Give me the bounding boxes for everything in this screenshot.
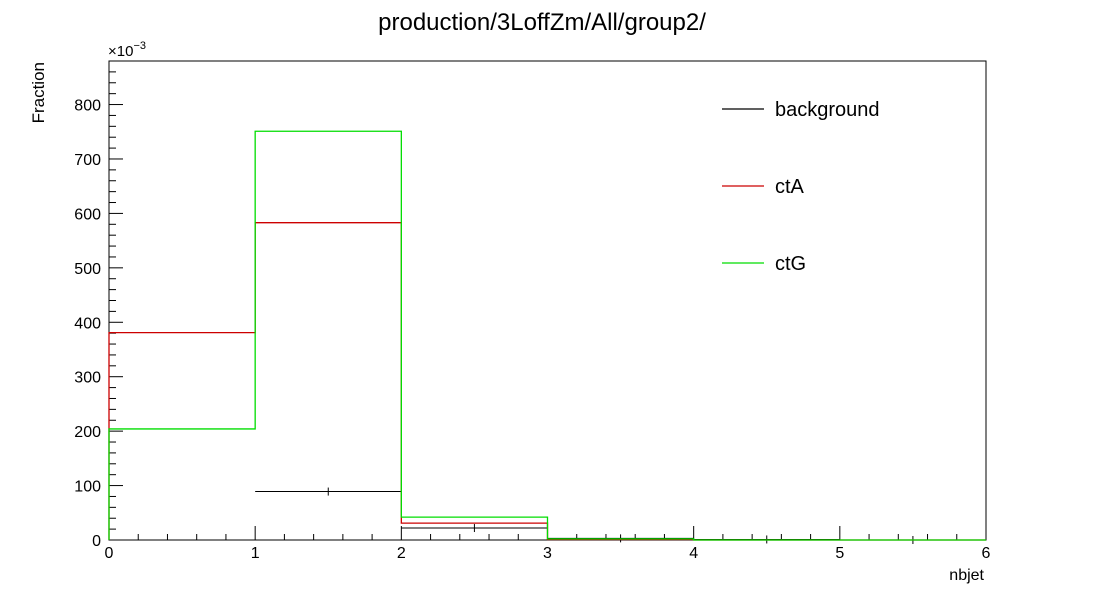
- y-tick-label: 100: [74, 479, 101, 496]
- y-tick-label: 500: [74, 261, 101, 278]
- y-tick-label: 800: [74, 98, 101, 115]
- step-line-ctG: [108, 130, 986, 541]
- legend-label: ctG: [775, 253, 806, 275]
- x-tick-label: 5: [835, 545, 844, 562]
- step-line-ctA: [108, 222, 986, 541]
- x-tick-label: 6: [982, 545, 991, 562]
- x-tick-label: 2: [397, 545, 406, 562]
- x-tick-label: 4: [689, 545, 698, 562]
- series-ctG: [108, 130, 986, 541]
- series-background: [255, 487, 986, 544]
- y-multiplier-exponent: −3: [133, 40, 146, 52]
- chart-title: production/3LoffZm/All/group2/: [378, 9, 706, 36]
- plot-frame: [108, 60, 987, 541]
- y-tick-label: 200: [74, 424, 101, 441]
- series-layer: [108, 130, 986, 544]
- legend-label: background: [775, 99, 880, 121]
- y-axis-label: Fraction: [29, 62, 48, 123]
- legend: background ctA ctG: [722, 99, 880, 275]
- y-multiplier-base: ×10: [108, 43, 133, 60]
- y-tick-label: 300: [74, 370, 101, 387]
- axes: 0 1 2 3 4 5 6 0 100 200 300 400 500 600 700 800: [74, 60, 991, 562]
- plot-border: [108, 60, 987, 541]
- y-tick-label: 700: [74, 152, 101, 169]
- x-tick-label: 3: [543, 545, 552, 562]
- x-tick-label: 1: [251, 545, 260, 562]
- legend-label: ctA: [775, 176, 805, 198]
- y-tick-label: 400: [74, 315, 101, 332]
- legend-item-ctA: ctA: [722, 176, 805, 198]
- y-tick-label: 600: [74, 206, 101, 223]
- y-tick-label: 0: [92, 533, 101, 550]
- x-tick-label: 0: [105, 545, 114, 562]
- y-multiplier: ×10−3: [108, 40, 146, 60]
- series-ctA: [108, 222, 986, 541]
- legend-item-background: background: [722, 99, 880, 121]
- x-axis-label: nbjet: [949, 567, 984, 584]
- legend-item-ctG: ctG: [722, 253, 806, 275]
